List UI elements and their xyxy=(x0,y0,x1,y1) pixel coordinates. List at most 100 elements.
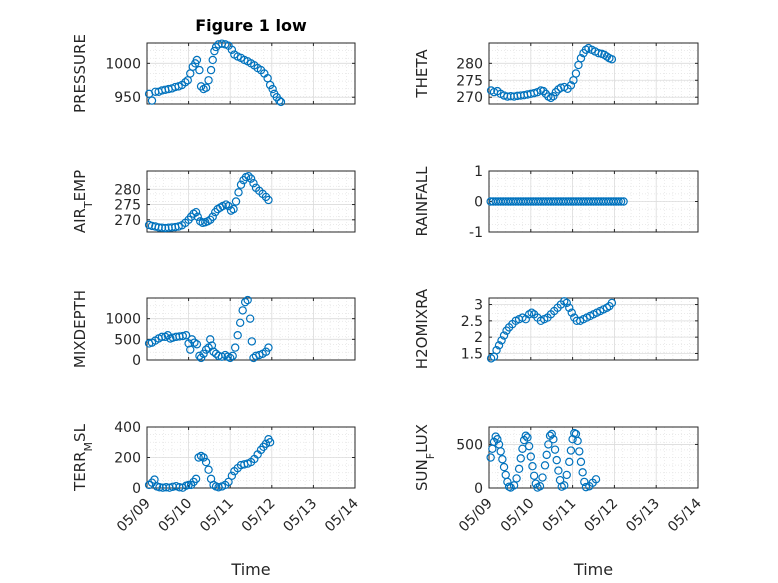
data-point xyxy=(265,80,275,90)
data-point xyxy=(261,347,271,356)
data-point xyxy=(514,464,524,474)
data-point xyxy=(540,461,550,470)
data-point xyxy=(234,188,243,197)
theta-axes-box xyxy=(488,42,699,105)
air_temp-grid xyxy=(147,171,355,232)
data-point xyxy=(516,454,525,463)
data-point xyxy=(207,341,217,350)
data-point xyxy=(554,466,563,475)
data-point xyxy=(268,84,277,94)
x-tick-label: 05/09 xyxy=(456,496,496,536)
data-point xyxy=(551,87,561,97)
pressure-series xyxy=(144,39,286,107)
data-point xyxy=(529,471,539,480)
y-tick-label: 400 xyxy=(114,420,141,436)
mixdepth-series xyxy=(144,295,273,363)
data-point xyxy=(531,479,541,488)
data-point xyxy=(497,336,506,345)
y-tick-label: 1 xyxy=(474,164,483,180)
figure-title: Figure 1 low xyxy=(195,16,307,35)
data-point xyxy=(181,331,191,340)
data-point xyxy=(231,197,241,206)
data-point xyxy=(550,445,560,454)
data-point xyxy=(541,89,551,99)
data-point xyxy=(195,351,204,361)
x-tick-label: 05/13 xyxy=(623,496,663,536)
data-point xyxy=(493,435,502,444)
data-point xyxy=(192,340,202,349)
data-point xyxy=(496,447,505,456)
data-point xyxy=(512,474,521,483)
data-point xyxy=(562,298,571,308)
rainfall-chart: -1 0 1 RAINFALL xyxy=(413,164,699,241)
x-tick-label: 05/10 xyxy=(498,496,538,536)
h2omixra-grid xyxy=(489,298,698,360)
data-point xyxy=(206,65,216,75)
theta-grid xyxy=(489,43,698,104)
data-point xyxy=(246,174,256,183)
sun_flux-axes-box xyxy=(488,426,699,489)
data-point xyxy=(607,55,617,64)
y-tick-label: 500 xyxy=(114,332,141,348)
h2omixra-chart: 1.522.53 H2OMIXRA xyxy=(413,288,699,369)
h2omixra-axes-box xyxy=(488,297,699,361)
data-point xyxy=(244,171,253,181)
data-point xyxy=(247,337,257,346)
y-tick-label: -1 xyxy=(469,225,483,241)
data-point xyxy=(602,52,612,61)
data-point xyxy=(549,92,558,101)
data-point xyxy=(264,343,273,352)
terr_msl-series xyxy=(144,435,275,492)
data-point xyxy=(591,475,601,484)
data-point xyxy=(238,306,247,315)
data-point xyxy=(181,78,190,87)
rainfall-series xyxy=(486,197,628,206)
data-point xyxy=(544,440,553,449)
data-point xyxy=(191,207,201,217)
data-point xyxy=(191,474,201,484)
y-tick-label: 275 xyxy=(114,198,141,214)
data-point xyxy=(547,429,556,439)
y-tick-label: 0 xyxy=(132,481,141,497)
y-tick-label: 200 xyxy=(114,451,141,467)
x-tick-label: 05/14 xyxy=(322,495,362,535)
data-point xyxy=(264,195,273,205)
data-point xyxy=(499,462,509,472)
sun_flux-chart: 0 500 05/09 05/10 05/11 05/12 05/13 05/14 Time SU… xyxy=(413,424,705,579)
mixdepth-chart: 0 500 1000 MIXDEPTH xyxy=(71,290,356,369)
data-point xyxy=(498,455,507,464)
data-point xyxy=(210,46,219,56)
data-point xyxy=(546,93,556,103)
air_temp-y-label: AIRTEMP xyxy=(71,170,95,233)
y-tick-label: 0 xyxy=(132,353,141,369)
data-point xyxy=(571,69,581,78)
x-tick-label: 05/09 xyxy=(114,496,154,536)
data-point xyxy=(243,295,252,305)
terr_msl-x-label: Time xyxy=(230,560,270,579)
data-point xyxy=(575,447,584,456)
data-point xyxy=(199,453,208,462)
pressure-axes-box xyxy=(146,42,356,105)
data-point xyxy=(539,86,548,96)
data-point xyxy=(209,347,218,356)
data-point xyxy=(523,433,532,442)
data-point xyxy=(509,481,519,490)
x-tick-label: 05/12 xyxy=(581,496,621,536)
data-point xyxy=(233,331,242,340)
data-point xyxy=(249,178,258,188)
y-tick-label: 270 xyxy=(114,213,141,229)
data-point xyxy=(607,298,617,308)
terr_msl-y-label: TERRMSL xyxy=(71,423,95,492)
data-point xyxy=(186,345,195,354)
data-point xyxy=(494,341,504,350)
rainfall-y-label: RAINFALL xyxy=(413,166,431,237)
data-point xyxy=(486,453,495,462)
data-point xyxy=(195,65,204,75)
data-point xyxy=(614,197,623,206)
y-tick-label: 280 xyxy=(456,56,483,72)
data-point xyxy=(276,97,286,107)
x-tick-label: 05/10 xyxy=(156,496,196,536)
data-point xyxy=(261,439,271,448)
